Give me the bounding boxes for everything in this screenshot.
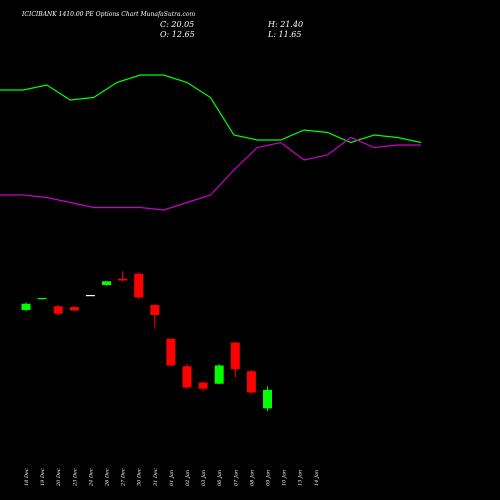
chart-title: ICICIBANK 1410.00 PE Options Chart Munaf…	[22, 11, 196, 18]
candle-27-dec	[118, 271, 128, 282]
open-value: O: 12.65	[160, 30, 195, 39]
x-tick-label: 23 Dec	[72, 468, 78, 487]
close-value: C: 20.05	[160, 20, 195, 29]
candle-09-jan	[263, 386, 272, 411]
candle-body	[230, 342, 240, 370]
candle-body	[118, 278, 128, 281]
candle-body	[21, 303, 31, 310]
x-tick-label: 10 Jan	[282, 470, 288, 486]
x-tick-label: 20 Dec	[56, 468, 62, 487]
candle-19-dec	[37, 298, 47, 300]
candle-body	[85, 295, 95, 297]
x-tick-label: 14 Jan	[314, 470, 320, 486]
candles	[21, 271, 272, 411]
x-tick-label: 06 Jan	[217, 470, 223, 486]
candle-03-jan	[198, 382, 208, 392]
candle-body	[246, 371, 256, 393]
candle-08-jan	[246, 370, 256, 394]
x-tick-label: 07 Jan	[233, 470, 239, 486]
x-tick-label: 09 Jan	[266, 470, 272, 486]
x-tick-label: 08 Jan	[249, 470, 255, 486]
candle-31-dec	[150, 304, 160, 329]
candle-body	[102, 281, 111, 285]
magenta-indicator-line	[0, 136, 421, 211]
x-tick-label: 26 Dec	[105, 468, 111, 487]
indicator-lines	[0, 74, 422, 211]
x-tick-label: 19 Dec	[40, 468, 46, 486]
candle-body	[37, 298, 47, 300]
x-tick-label: 18 Dec	[24, 468, 30, 486]
x-tick-label: 31 Dec	[153, 468, 159, 486]
x-axis-labels: 18 Dec 19 Dec 20 Dec 23 Dec 24 Dec 26 Dec 27 D…	[24, 468, 320, 487]
candle-body	[198, 382, 208, 389]
candle-23-dec	[69, 306, 79, 312]
x-tick-label: 30 Dec	[137, 468, 143, 486]
candle-18-dec	[21, 302, 31, 312]
candle-20-dec	[53, 305, 63, 315]
green-indicator-line	[0, 74, 422, 144]
candle-body	[69, 307, 79, 311]
candle-30-dec	[134, 272, 144, 299]
x-tick-label: 03 Jan	[201, 470, 207, 486]
candle-body	[150, 305, 160, 315]
low-value: L: 11.65	[268, 30, 302, 39]
candle-body	[182, 366, 192, 388]
candle-07-jan	[230, 342, 240, 378]
candle-02-jan	[182, 363, 192, 389]
candle-body	[214, 365, 224, 384]
x-tick-label: 13 Jan	[298, 470, 304, 486]
candle-body	[166, 338, 176, 366]
candle-body	[134, 273, 144, 298]
candle-06-jan	[214, 364, 224, 384]
high-value: H: 21.40	[268, 20, 304, 29]
x-tick-label: 02 Jan	[185, 470, 191, 486]
candle-body	[263, 389, 272, 409]
candle-24-dec	[85, 295, 95, 297]
x-tick-label: 24 Dec	[88, 468, 94, 487]
candle-01-jan	[166, 338, 176, 367]
x-tick-label: 27 Dec	[121, 468, 127, 487]
candle-26-dec	[102, 281, 111, 286]
x-tick-label: 01 Jan	[169, 470, 175, 486]
candle-body	[53, 306, 63, 314]
